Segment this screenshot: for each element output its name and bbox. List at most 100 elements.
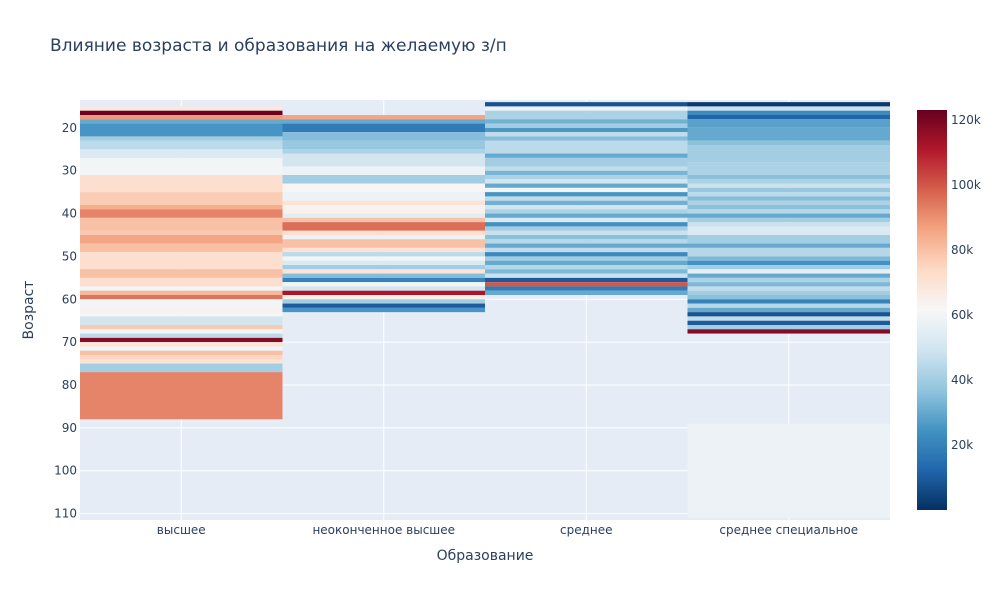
heatmap-cell	[282, 260, 485, 265]
heatmap-cell	[687, 209, 890, 214]
heatmap-cell	[485, 170, 688, 175]
heatmap-cell	[687, 307, 890, 313]
y-tick-label: 40	[62, 207, 77, 221]
heatmap-cell	[282, 222, 485, 231]
heatmap-cell	[80, 312, 283, 317]
heatmap-cell	[80, 175, 283, 193]
heatmap-cell	[687, 316, 890, 321]
heatmap-cell	[282, 132, 485, 141]
heatmap-cell	[80, 277, 283, 287]
heatmap-cell	[485, 213, 688, 218]
heatmap-cell	[687, 179, 890, 184]
heatmap-cell	[282, 119, 485, 124]
heatmap-cell	[485, 200, 688, 205]
heatmap-cell	[282, 295, 485, 300]
heatmap-cell	[282, 149, 485, 154]
heatmap-cell	[485, 209, 688, 214]
heatmap-cell	[485, 290, 688, 295]
colorbar-tick-label: 20k	[951, 438, 973, 452]
heatmap-cell	[687, 187, 890, 193]
heatmap-cell	[282, 153, 485, 167]
heatmap-cell	[485, 273, 688, 278]
heatmap-cell	[282, 277, 485, 283]
heatmap-cell	[687, 312, 890, 317]
heatmap-cell	[80, 355, 283, 360]
heatmap-cell	[687, 329, 890, 334]
heatmap-cell	[687, 247, 890, 257]
heatmap-cell	[687, 325, 890, 330]
heatmap-cell	[687, 260, 890, 265]
heatmap-cell	[282, 303, 485, 308]
heatmap-cell	[485, 132, 688, 137]
heatmap-cell	[687, 235, 890, 244]
heatmap-cell	[282, 286, 485, 291]
heatmap-cell	[282, 213, 485, 218]
x-axis-title: Образование	[437, 548, 534, 564]
x-axis-ticks: высшее неоконченное высшее среднее среднее …	[157, 523, 858, 537]
heatmap-cell	[485, 286, 688, 291]
y-tick-label: 30	[62, 164, 77, 178]
heatmap-cell	[687, 295, 890, 300]
y-axis-title: Возраст	[21, 281, 37, 340]
heatmap-cell	[282, 140, 485, 150]
heatmap-cell	[282, 239, 485, 248]
heatmap-cell	[687, 256, 890, 261]
heatmap-cell	[485, 217, 688, 223]
heatmap-cell	[485, 205, 688, 210]
heatmap-cell	[282, 235, 485, 240]
heatmap-cell	[80, 337, 283, 343]
heatmap-cell	[687, 299, 890, 304]
heatmap-cells	[80, 102, 890, 518]
heatmap-cell	[485, 106, 688, 111]
heatmap-cell	[485, 235, 688, 240]
heatmap-cell	[485, 277, 688, 283]
heatmap-cell	[282, 230, 485, 235]
heatmap-cell	[485, 256, 688, 261]
heatmap-cell	[282, 217, 485, 223]
colorbar-tick-label: 80k	[951, 243, 973, 257]
heatmap-cell	[687, 127, 890, 141]
heatmap-cell	[485, 230, 688, 235]
heatmap-cell	[80, 205, 283, 210]
heatmap-cell	[687, 282, 890, 287]
heatmap-cell	[485, 127, 688, 133]
heatmap-cell	[485, 110, 688, 120]
heatmap-cell	[687, 243, 890, 248]
heatmap-cell	[687, 213, 890, 218]
heatmap-cell	[485, 136, 688, 141]
heatmap-cell	[687, 102, 890, 107]
heatmap-cell	[485, 243, 688, 248]
heatmap-cell	[687, 119, 890, 128]
heatmap-cell	[485, 269, 688, 274]
heatmap-cell	[687, 200, 890, 205]
heatmap-cell	[282, 115, 485, 120]
heatmap-cell	[80, 329, 283, 334]
heatmap-cell	[687, 423, 890, 518]
heatmap-cell	[80, 346, 283, 351]
colorbar-tick-label: 60k	[951, 308, 973, 322]
heatmap-cell	[80, 299, 283, 308]
heatmap-cell	[80, 372, 283, 420]
heatmap-cell	[80, 359, 283, 364]
heatmap-cell	[80, 307, 283, 313]
heatmap-cell	[485, 226, 688, 231]
heatmap-cell	[80, 286, 283, 291]
heatmap-cell	[80, 363, 283, 373]
heatmap-cell	[485, 123, 688, 128]
heatmap-cell	[80, 123, 283, 137]
heatmap-cell	[282, 200, 485, 205]
x-tick-label: высшее	[157, 523, 206, 537]
chart-title: Влияние возраста и образования на желаем…	[50, 36, 507, 56]
heatmap-cell	[80, 119, 283, 124]
heatmap-cell	[687, 265, 890, 270]
heatmap-cell	[282, 183, 485, 193]
heatmap-cell	[485, 157, 688, 167]
heatmap-cell	[282, 252, 485, 257]
heatmap-cell	[687, 217, 890, 223]
heatmap-cell	[687, 269, 890, 274]
heatmap-cell	[687, 175, 890, 180]
x-tick-label: среднее	[560, 523, 613, 537]
y-tick-label: 70	[62, 335, 77, 349]
heatmap-cell	[80, 243, 283, 253]
heatmap-cell	[282, 273, 485, 278]
